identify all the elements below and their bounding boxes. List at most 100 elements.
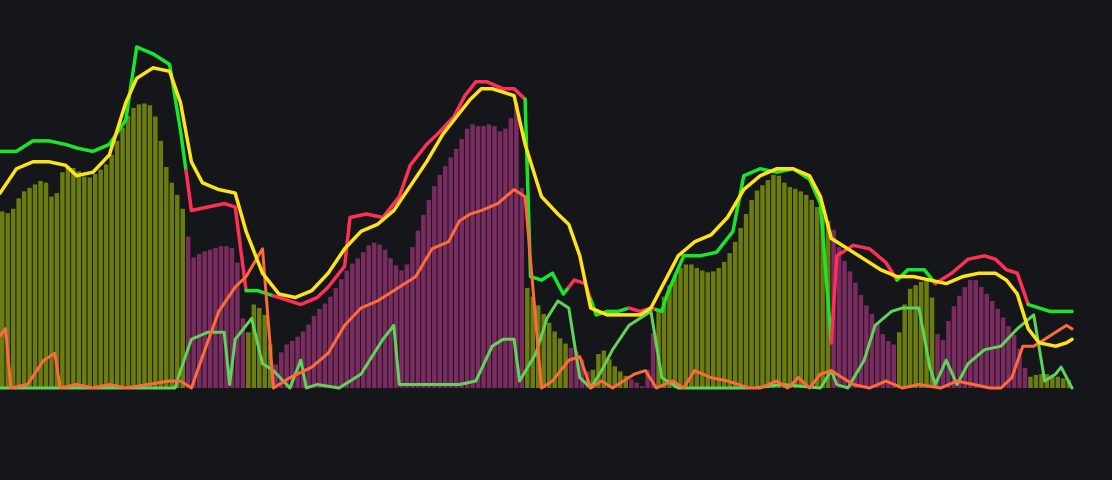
histogram-bar xyxy=(623,375,628,388)
histogram-bar xyxy=(180,208,185,388)
histogram-bar xyxy=(328,296,333,388)
histogram-bar xyxy=(415,230,421,388)
histogram-bar xyxy=(185,236,191,388)
histogram-bar xyxy=(54,193,60,388)
histogram-bar xyxy=(530,296,535,388)
histogram-bar xyxy=(399,270,404,388)
histogram-bar xyxy=(355,258,360,388)
histogram-bar xyxy=(251,304,257,388)
histogram-bar xyxy=(656,308,661,388)
histogram-bar xyxy=(120,127,125,389)
upper-band-bull-segment xyxy=(1026,302,1074,314)
histogram-bar xyxy=(191,257,196,388)
histogram-bar xyxy=(388,258,393,388)
histogram-bar xyxy=(907,288,913,388)
strength-lines xyxy=(0,188,1074,390)
histogram-bar xyxy=(973,280,979,388)
histogram-bar xyxy=(634,382,639,388)
histogram-bar xyxy=(880,334,886,388)
histogram-bar xyxy=(754,190,760,388)
histogram-bar xyxy=(858,294,864,388)
histogram-bar xyxy=(727,253,732,388)
histogram-bar xyxy=(268,344,273,388)
histogram-bar xyxy=(639,386,645,388)
histogram-bar xyxy=(300,331,306,388)
histogram-bar xyxy=(749,200,754,388)
histogram-bar xyxy=(579,359,585,388)
histogram-bar xyxy=(289,341,295,388)
histogram-bar xyxy=(886,341,891,388)
histogram-bar xyxy=(705,272,711,388)
histogram-bar xyxy=(1011,334,1017,388)
histogram-bar xyxy=(218,246,224,388)
histogram-bar xyxy=(21,191,27,388)
histogram-bar xyxy=(650,333,656,388)
histogram-bar xyxy=(196,254,202,388)
histogram-bar xyxy=(951,306,957,388)
histogram-bar xyxy=(492,126,497,388)
histogram-bar xyxy=(804,194,809,388)
histogram-bar xyxy=(765,180,771,388)
histogram-bar xyxy=(125,115,131,388)
histogram-bar xyxy=(896,332,902,388)
histogram-bars xyxy=(0,102,1071,389)
histogram-bar xyxy=(410,247,415,388)
histogram-bar xyxy=(864,305,869,388)
histogram-bar xyxy=(875,323,880,388)
histogram-bar xyxy=(836,247,842,388)
upper-band-bear-segment xyxy=(184,168,248,293)
histogram-bar xyxy=(350,263,355,388)
histogram-bar xyxy=(426,200,432,388)
histogram-bar xyxy=(929,297,935,388)
histogram-bar xyxy=(360,252,366,388)
histogram-bar xyxy=(694,267,700,388)
histogram-bar xyxy=(1055,376,1061,388)
histogram-bar xyxy=(847,271,853,388)
histogram-bar xyxy=(65,166,71,388)
histogram-bar xyxy=(92,173,98,388)
smooth-line xyxy=(0,66,1074,348)
histogram-bar xyxy=(1050,374,1055,388)
histogram-bar xyxy=(891,344,896,388)
histogram-bar xyxy=(103,164,109,388)
histogram-bar xyxy=(787,187,793,388)
histogram-bar xyxy=(1061,378,1066,388)
upper-band-bull-segment xyxy=(244,288,276,298)
histogram-bar xyxy=(464,128,470,389)
histogram-bar xyxy=(1033,374,1039,388)
histogram-bar xyxy=(131,107,136,389)
histogram-bar xyxy=(49,196,54,388)
upper-band-bear-segment xyxy=(271,80,527,307)
histogram-bar xyxy=(809,200,814,388)
histogram-bar xyxy=(798,191,803,388)
smooth-line-layer xyxy=(0,66,1074,348)
histogram-bar xyxy=(596,354,601,388)
histogram-bar xyxy=(979,287,984,388)
histogram-bar xyxy=(262,314,267,388)
histogram-bar xyxy=(87,177,92,388)
histogram-bar xyxy=(322,303,328,388)
histogram-bar xyxy=(71,167,76,388)
histogram-bar xyxy=(721,261,727,388)
histogram-bar xyxy=(273,364,278,388)
histogram-bar xyxy=(175,194,180,388)
histogram-bar xyxy=(240,318,246,388)
histogram-bar xyxy=(1039,374,1044,388)
histogram-bar xyxy=(568,347,574,388)
upper-band-bull-segment xyxy=(588,297,631,317)
histogram-bar xyxy=(382,249,388,388)
histogram-bar xyxy=(612,366,618,388)
histogram-bar xyxy=(557,338,563,388)
histogram-bar xyxy=(968,280,973,388)
histogram-bar xyxy=(1000,317,1006,388)
histogram-bar xyxy=(147,105,153,388)
histogram-bar xyxy=(541,314,546,388)
histogram-bar xyxy=(443,166,448,388)
histogram-bar xyxy=(76,171,82,388)
histogram-bar xyxy=(503,128,508,389)
histogram-bar xyxy=(1017,348,1022,388)
histogram-bar xyxy=(404,264,410,388)
histogram-bar xyxy=(514,102,519,388)
histogram-bar xyxy=(158,140,164,388)
